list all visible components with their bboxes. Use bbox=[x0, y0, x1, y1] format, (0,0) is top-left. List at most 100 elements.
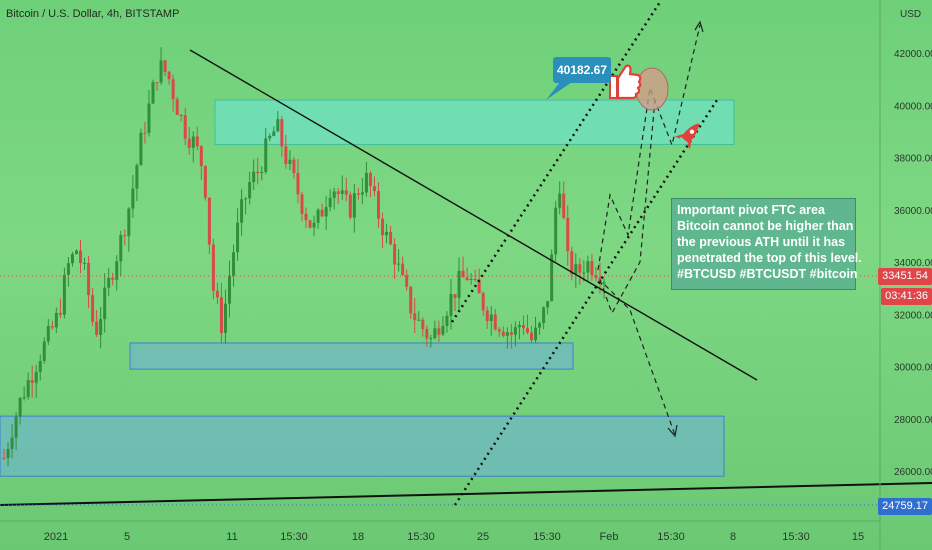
candle-body bbox=[74, 250, 78, 254]
candle-body bbox=[578, 264, 582, 273]
annotation-line: #BTCUSD #BTCUSDT #bitcoin bbox=[677, 267, 858, 281]
thumb-cuff bbox=[609, 75, 618, 99]
x-tick-label: 15:30 bbox=[280, 531, 308, 543]
x-tick-label: 15:30 bbox=[533, 531, 561, 543]
candle-body bbox=[517, 325, 521, 328]
candle-body bbox=[417, 319, 421, 321]
candle-body bbox=[493, 314, 497, 330]
candle-body bbox=[115, 261, 119, 280]
x-tick-label: 18 bbox=[352, 531, 364, 543]
x-tick-label: 5 bbox=[124, 531, 130, 543]
candle-body bbox=[574, 264, 578, 275]
candle-body bbox=[95, 321, 99, 335]
price-callout: 40182.67 bbox=[553, 57, 611, 83]
candle-body bbox=[58, 312, 62, 315]
candle-body bbox=[570, 251, 574, 275]
candle-body bbox=[550, 254, 554, 302]
candle-body bbox=[111, 277, 115, 280]
chart-title: Bitcoin / U.S. Dollar, 4h, BITSTAMP bbox=[6, 8, 180, 20]
candle-body bbox=[179, 115, 183, 117]
candle-body bbox=[429, 338, 433, 340]
candle-body bbox=[413, 313, 417, 321]
candle-body bbox=[534, 327, 538, 341]
callout-pointer bbox=[546, 82, 572, 100]
candle-body bbox=[256, 171, 260, 174]
candle-body bbox=[99, 319, 103, 335]
candle-body bbox=[421, 319, 425, 330]
candle-body bbox=[401, 263, 405, 275]
candle-body bbox=[393, 244, 397, 265]
candle-body bbox=[155, 82, 159, 84]
candle-body bbox=[42, 341, 46, 362]
candle-body bbox=[304, 213, 308, 221]
candle-body bbox=[34, 371, 38, 383]
candle-body bbox=[538, 323, 542, 328]
candle-body bbox=[272, 131, 276, 136]
downtrend-line bbox=[189, 49, 758, 381]
candle-body bbox=[300, 194, 304, 214]
annotation-line: Important pivot FTC area bbox=[677, 203, 825, 217]
x-tick-label: 15:30 bbox=[407, 531, 435, 543]
candle-body bbox=[397, 263, 401, 265]
thumbs-up-icon bbox=[609, 64, 642, 100]
projection-path bbox=[597, 24, 701, 271]
candle-body bbox=[171, 79, 175, 100]
candle-body bbox=[228, 275, 232, 304]
candle-body bbox=[135, 165, 139, 189]
candle-body bbox=[219, 297, 223, 334]
candle-body bbox=[489, 314, 493, 322]
candle-body bbox=[441, 325, 445, 335]
candle-body bbox=[264, 138, 268, 172]
candle-body bbox=[38, 361, 42, 372]
zone-rect bbox=[0, 415, 725, 477]
y-tick-label: 36000.00 bbox=[894, 206, 932, 217]
candle-body bbox=[582, 272, 586, 274]
low-price-tag: 24759.17 bbox=[878, 498, 932, 515]
rocket-body bbox=[681, 123, 699, 144]
x-tick-label: 8 bbox=[730, 531, 736, 543]
candle-body bbox=[389, 231, 393, 245]
candle-body bbox=[465, 277, 469, 281]
currency-label: USD bbox=[900, 9, 922, 20]
x-tick-label: 15:30 bbox=[782, 531, 810, 543]
candle-body bbox=[79, 250, 83, 263]
x-tick-label: 2021 bbox=[44, 531, 68, 543]
candle-body bbox=[594, 275, 598, 278]
candle-body bbox=[501, 331, 505, 336]
candle-body bbox=[505, 332, 509, 336]
candle-body bbox=[66, 263, 70, 275]
projection-path bbox=[604, 284, 676, 436]
candle-body bbox=[244, 198, 248, 200]
candle-body bbox=[175, 99, 179, 116]
candle-body bbox=[199, 146, 203, 167]
candle-body bbox=[546, 301, 550, 308]
candle-body bbox=[590, 261, 594, 276]
candle-body bbox=[477, 279, 481, 294]
y-tick-label: 28000.00 bbox=[894, 415, 932, 426]
candle-body bbox=[276, 119, 280, 132]
candle-body bbox=[103, 287, 107, 320]
candle-body bbox=[409, 286, 413, 314]
candle-body bbox=[195, 136, 199, 147]
candle-body bbox=[296, 173, 300, 195]
candle-body bbox=[211, 244, 215, 291]
candle-body bbox=[284, 146, 288, 164]
candle-body bbox=[433, 328, 437, 339]
candle-body bbox=[207, 197, 211, 245]
candle-body bbox=[232, 252, 236, 276]
candle-body bbox=[159, 60, 163, 83]
countdown-tag: 03:41:36 bbox=[881, 288, 932, 305]
candle-body bbox=[215, 290, 219, 298]
candle-body bbox=[530, 332, 534, 341]
candle-body bbox=[6, 448, 10, 459]
candle-body bbox=[364, 172, 368, 193]
candle-body bbox=[316, 209, 320, 223]
candle-body bbox=[91, 295, 95, 322]
candle-body bbox=[356, 193, 360, 195]
target-circle bbox=[635, 67, 669, 111]
candle-body bbox=[437, 328, 441, 335]
candle-body bbox=[131, 188, 135, 209]
candle-body bbox=[236, 222, 240, 253]
candle-body bbox=[425, 329, 429, 339]
